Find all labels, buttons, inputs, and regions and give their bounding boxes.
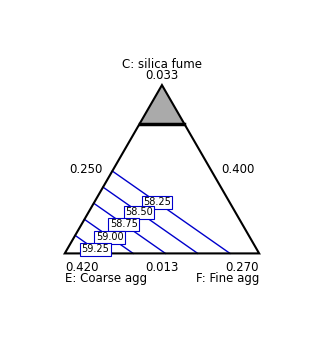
Text: 0.013: 0.013 (145, 261, 179, 274)
Text: 59.25: 59.25 (81, 244, 109, 255)
Text: 58.75: 58.75 (110, 219, 138, 229)
Text: E: Coarse agg: E: Coarse agg (65, 272, 147, 285)
Text: 0.033: 0.033 (145, 69, 179, 82)
Text: 59.00: 59.00 (96, 232, 124, 242)
Text: F: Fine agg: F: Fine agg (196, 272, 259, 285)
Text: 0.270: 0.270 (226, 261, 259, 274)
Text: 58.25: 58.25 (143, 197, 171, 207)
Text: 0.400: 0.400 (221, 163, 255, 176)
Text: C: silica fume: C: silica fume (122, 58, 202, 71)
Text: 0.250: 0.250 (69, 163, 103, 176)
Text: 58.50: 58.50 (125, 207, 153, 217)
Polygon shape (140, 85, 184, 124)
Text: 0.420: 0.420 (65, 261, 98, 274)
